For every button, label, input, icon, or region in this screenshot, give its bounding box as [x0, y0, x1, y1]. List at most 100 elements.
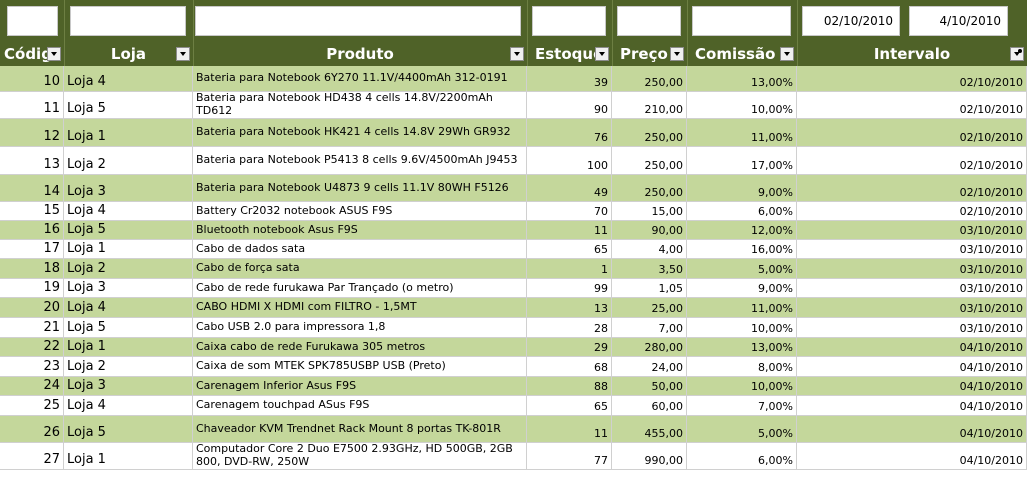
cell-estoque[interactable]: 49	[527, 175, 612, 201]
table-row[interactable]: 14 Loja 3 Bateria para Notebook U4873 9 ce…	[0, 175, 1027, 202]
cell-estoque[interactable]: 65	[527, 240, 612, 258]
cell-intervalo[interactable]: 03/10/2010	[797, 298, 1027, 317]
cell-comissao[interactable]: 5,00%	[687, 416, 797, 442]
cell-intervalo[interactable]: 02/10/2010	[797, 175, 1027, 201]
cell-comissao[interactable]: 16,00%	[687, 240, 797, 258]
cell-estoque[interactable]: 77	[527, 443, 612, 469]
cell-codigo[interactable]: 16	[0, 221, 64, 239]
cell-produto[interactable]: Carenagem Inferior Asus F9S	[193, 377, 527, 395]
cell-comissao[interactable]: 12,00%	[687, 221, 797, 239]
cell-comissao[interactable]: 11,00%	[687, 298, 797, 317]
cell-preco[interactable]: 250,00	[612, 119, 687, 146]
cell-preco[interactable]: 4,00	[612, 240, 687, 258]
table-row[interactable]: 11 Loja 5 Bateria para Notebook HD438 4 ce…	[0, 92, 1027, 119]
cell-produto[interactable]: Caixa cabo de rede Furukawa 305 metros	[193, 338, 527, 356]
cell-produto[interactable]: Cabo de dados sata	[193, 240, 527, 258]
table-row[interactable]: 15 Loja 4 Battery Cr2032 notebook ASUS F9S…	[0, 202, 1027, 221]
cell-intervalo[interactable]: 04/10/2010	[797, 338, 1027, 356]
filter-loja-input[interactable]	[70, 6, 186, 36]
table-row[interactable]: 24 Loja 3 Carenagem Inferior Asus F9S 88 50,…	[0, 377, 1027, 396]
cell-estoque[interactable]: 68	[527, 357, 612, 376]
table-row[interactable]: 26 Loja 5 Chaveador KVM Trendnet Rack Moun…	[0, 416, 1027, 443]
column-header-comissao[interactable]: Comissão	[687, 42, 797, 66]
cell-codigo[interactable]: 17	[0, 240, 64, 258]
cell-loja[interactable]: Loja 4	[64, 66, 193, 91]
filter-comissao-input[interactable]	[692, 6, 791, 36]
cell-estoque[interactable]: 88	[527, 377, 612, 395]
table-row[interactable]: 19 Loja 3 Cabo de rede furukawa Par Trança…	[0, 279, 1027, 298]
cell-loja[interactable]: Loja 1	[64, 338, 193, 356]
cell-estoque[interactable]: 39	[527, 66, 612, 91]
cell-loja[interactable]: Loja 3	[64, 279, 193, 297]
cell-produto[interactable]: Bateria para Notebook U4873 9 cells 11.1…	[193, 175, 527, 201]
cell-loja[interactable]: Loja 1	[64, 119, 193, 146]
column-header-estoque[interactable]: Estoque	[527, 42, 612, 66]
cell-produto[interactable]: Battery Cr2032 notebook ASUS F9S	[193, 202, 527, 220]
cell-codigo[interactable]: 26	[0, 416, 64, 442]
table-row[interactable]: 10 Loja 4 Bateria para Notebook 6Y270 11.1…	[0, 66, 1027, 92]
filter-dropdown-comissao-icon[interactable]	[780, 47, 794, 61]
cell-comissao[interactable]: 5,00%	[687, 259, 797, 278]
cell-intervalo[interactable]: 02/10/2010	[797, 147, 1027, 174]
cell-comissao[interactable]: 7,00%	[687, 396, 797, 415]
cell-loja[interactable]: Loja 1	[64, 240, 193, 258]
column-header-intervalo[interactable]: Intervalo	[797, 42, 1027, 66]
cell-comissao[interactable]: 17,00%	[687, 147, 797, 174]
cell-produto[interactable]: Cabo de força sata	[193, 259, 527, 278]
cell-intervalo[interactable]: 04/10/2010	[797, 357, 1027, 376]
cell-comissao[interactable]: 10,00%	[687, 92, 797, 118]
cell-preco[interactable]: 90,00	[612, 221, 687, 239]
table-row[interactable]: 20 Loja 4 CABO HDMI X HDMI com FILTRO - 1,…	[0, 298, 1027, 318]
cell-preco[interactable]: 3,50	[612, 259, 687, 278]
cell-produto[interactable]: Cabo USB 2.0 para impressora 1,8	[193, 318, 527, 337]
cell-codigo[interactable]: 13	[0, 147, 64, 174]
filter-codigo-input[interactable]	[7, 6, 58, 36]
cell-estoque[interactable]: 1	[527, 259, 612, 278]
cell-loja[interactable]: Loja 3	[64, 175, 193, 201]
cell-intervalo[interactable]: 03/10/2010	[797, 318, 1027, 337]
cell-codigo[interactable]: 10	[0, 66, 64, 91]
filter-dropdown-produto-icon[interactable]	[510, 47, 524, 61]
cell-loja[interactable]: Loja 4	[64, 202, 193, 220]
cell-preco[interactable]: 455,00	[612, 416, 687, 442]
cell-intervalo[interactable]: 02/10/2010	[797, 92, 1027, 118]
cell-produto[interactable]: Cabo de rede furukawa Par Trançado (o me…	[193, 279, 527, 297]
cell-codigo[interactable]: 20	[0, 298, 64, 317]
cell-codigo[interactable]: 19	[0, 279, 64, 297]
cell-codigo[interactable]: 15	[0, 202, 64, 220]
cell-codigo[interactable]: 12	[0, 119, 64, 146]
filter-dropdown-preco-icon[interactable]	[670, 47, 684, 61]
cell-codigo[interactable]: 11	[0, 92, 64, 118]
cell-loja[interactable]: Loja 3	[64, 377, 193, 395]
cell-preco[interactable]: 250,00	[612, 147, 687, 174]
cell-preco[interactable]: 15,00	[612, 202, 687, 220]
cell-produto[interactable]: Bateria para Notebook 6Y270 11.1V/4400mA…	[193, 66, 527, 91]
cell-comissao[interactable]: 10,00%	[687, 318, 797, 337]
cell-codigo[interactable]: 18	[0, 259, 64, 278]
cell-codigo[interactable]: 23	[0, 357, 64, 376]
table-row[interactable]: 23 Loja 2 Caixa de som MTEK SPK785USBP USB…	[0, 357, 1027, 377]
cell-comissao[interactable]: 8,00%	[687, 357, 797, 376]
cell-estoque[interactable]: 70	[527, 202, 612, 220]
filter-dropdown-loja-icon[interactable]	[176, 47, 190, 61]
cell-loja[interactable]: Loja 5	[64, 318, 193, 337]
cell-estoque[interactable]: 13	[527, 298, 612, 317]
cell-comissao[interactable]: 11,00%	[687, 119, 797, 146]
cell-intervalo[interactable]: 03/10/2010	[797, 221, 1027, 239]
cell-estoque[interactable]: 100	[527, 147, 612, 174]
cell-estoque[interactable]: 90	[527, 92, 612, 118]
cell-preco[interactable]: 25,00	[612, 298, 687, 317]
filter-dropdown-estoque-icon[interactable]	[595, 47, 609, 61]
cell-produto[interactable]: Bateria para Notebook HD438 4 cells 14.8…	[193, 92, 527, 118]
cell-preco[interactable]: 24,00	[612, 357, 687, 376]
cell-produto[interactable]: Caixa de som MTEK SPK785USBP USB (Preto)	[193, 357, 527, 376]
cell-codigo[interactable]: 24	[0, 377, 64, 395]
table-row[interactable]: 18 Loja 2 Cabo de força sata 1 3,50 5,00% 03/1…	[0, 259, 1027, 279]
cell-intervalo[interactable]: 04/10/2010	[797, 443, 1027, 469]
cell-produto[interactable]: Bluetooth notebook Asus F9S	[193, 221, 527, 239]
cell-estoque[interactable]: 29	[527, 338, 612, 356]
cell-loja[interactable]: Loja 2	[64, 357, 193, 376]
table-row[interactable]: 12 Loja 1 Bateria para Notebook HK421 4 ce…	[0, 119, 1027, 147]
table-row[interactable]: 13 Loja 2 Bateria para Notebook P5413 8 ce…	[0, 147, 1027, 175]
cell-loja[interactable]: Loja 4	[64, 396, 193, 415]
